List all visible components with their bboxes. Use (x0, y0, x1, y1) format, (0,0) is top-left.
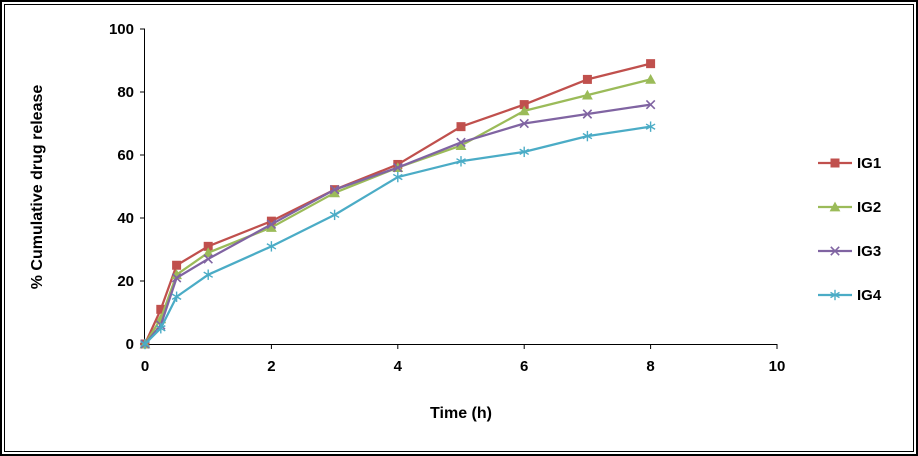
svg-text:6: 6 (520, 358, 528, 375)
y-axis-title: % Cumulative drug release (29, 85, 46, 290)
legend-marker-icon (818, 201, 852, 212)
svg-text:0: 0 (141, 358, 149, 375)
svg-text:8: 8 (646, 358, 654, 375)
legend-item-ig3: IG3 (817, 242, 881, 260)
svg-text:20: 20 (117, 273, 134, 290)
legend-marker-icon (818, 158, 852, 168)
legend-marker-icon (818, 289, 852, 301)
legend-item-ig1: IG1 (817, 154, 881, 172)
legend: IG1 IG2 IG3 IG4 (817, 154, 881, 304)
svg-text:0: 0 (126, 336, 134, 353)
svg-text:100: 100 (109, 21, 134, 38)
svg-text:10: 10 (769, 358, 786, 375)
svg-text:80: 80 (117, 84, 134, 101)
legend-label: IG2 (857, 198, 882, 216)
x-axis-title: Time (h) (430, 405, 492, 422)
legend-item-ig2: IG2 (817, 198, 881, 216)
svg-text:2: 2 (267, 358, 275, 375)
series-lines (139, 59, 656, 350)
svg-text:60: 60 (117, 147, 134, 164)
series-ig3 (140, 99, 656, 349)
series-ig1 (140, 59, 656, 349)
legend-marker-icon (818, 246, 852, 256)
svg-text:4: 4 (394, 358, 403, 375)
legend-label: IG4 (857, 286, 882, 304)
svg-text:40: 40 (117, 210, 134, 227)
series-ig2 (139, 74, 656, 349)
series-ig4 (140, 121, 656, 350)
legend-label: IG1 (857, 154, 882, 172)
legend-item-ig4: IG4 (817, 286, 881, 304)
legend-label: IG3 (857, 242, 882, 260)
